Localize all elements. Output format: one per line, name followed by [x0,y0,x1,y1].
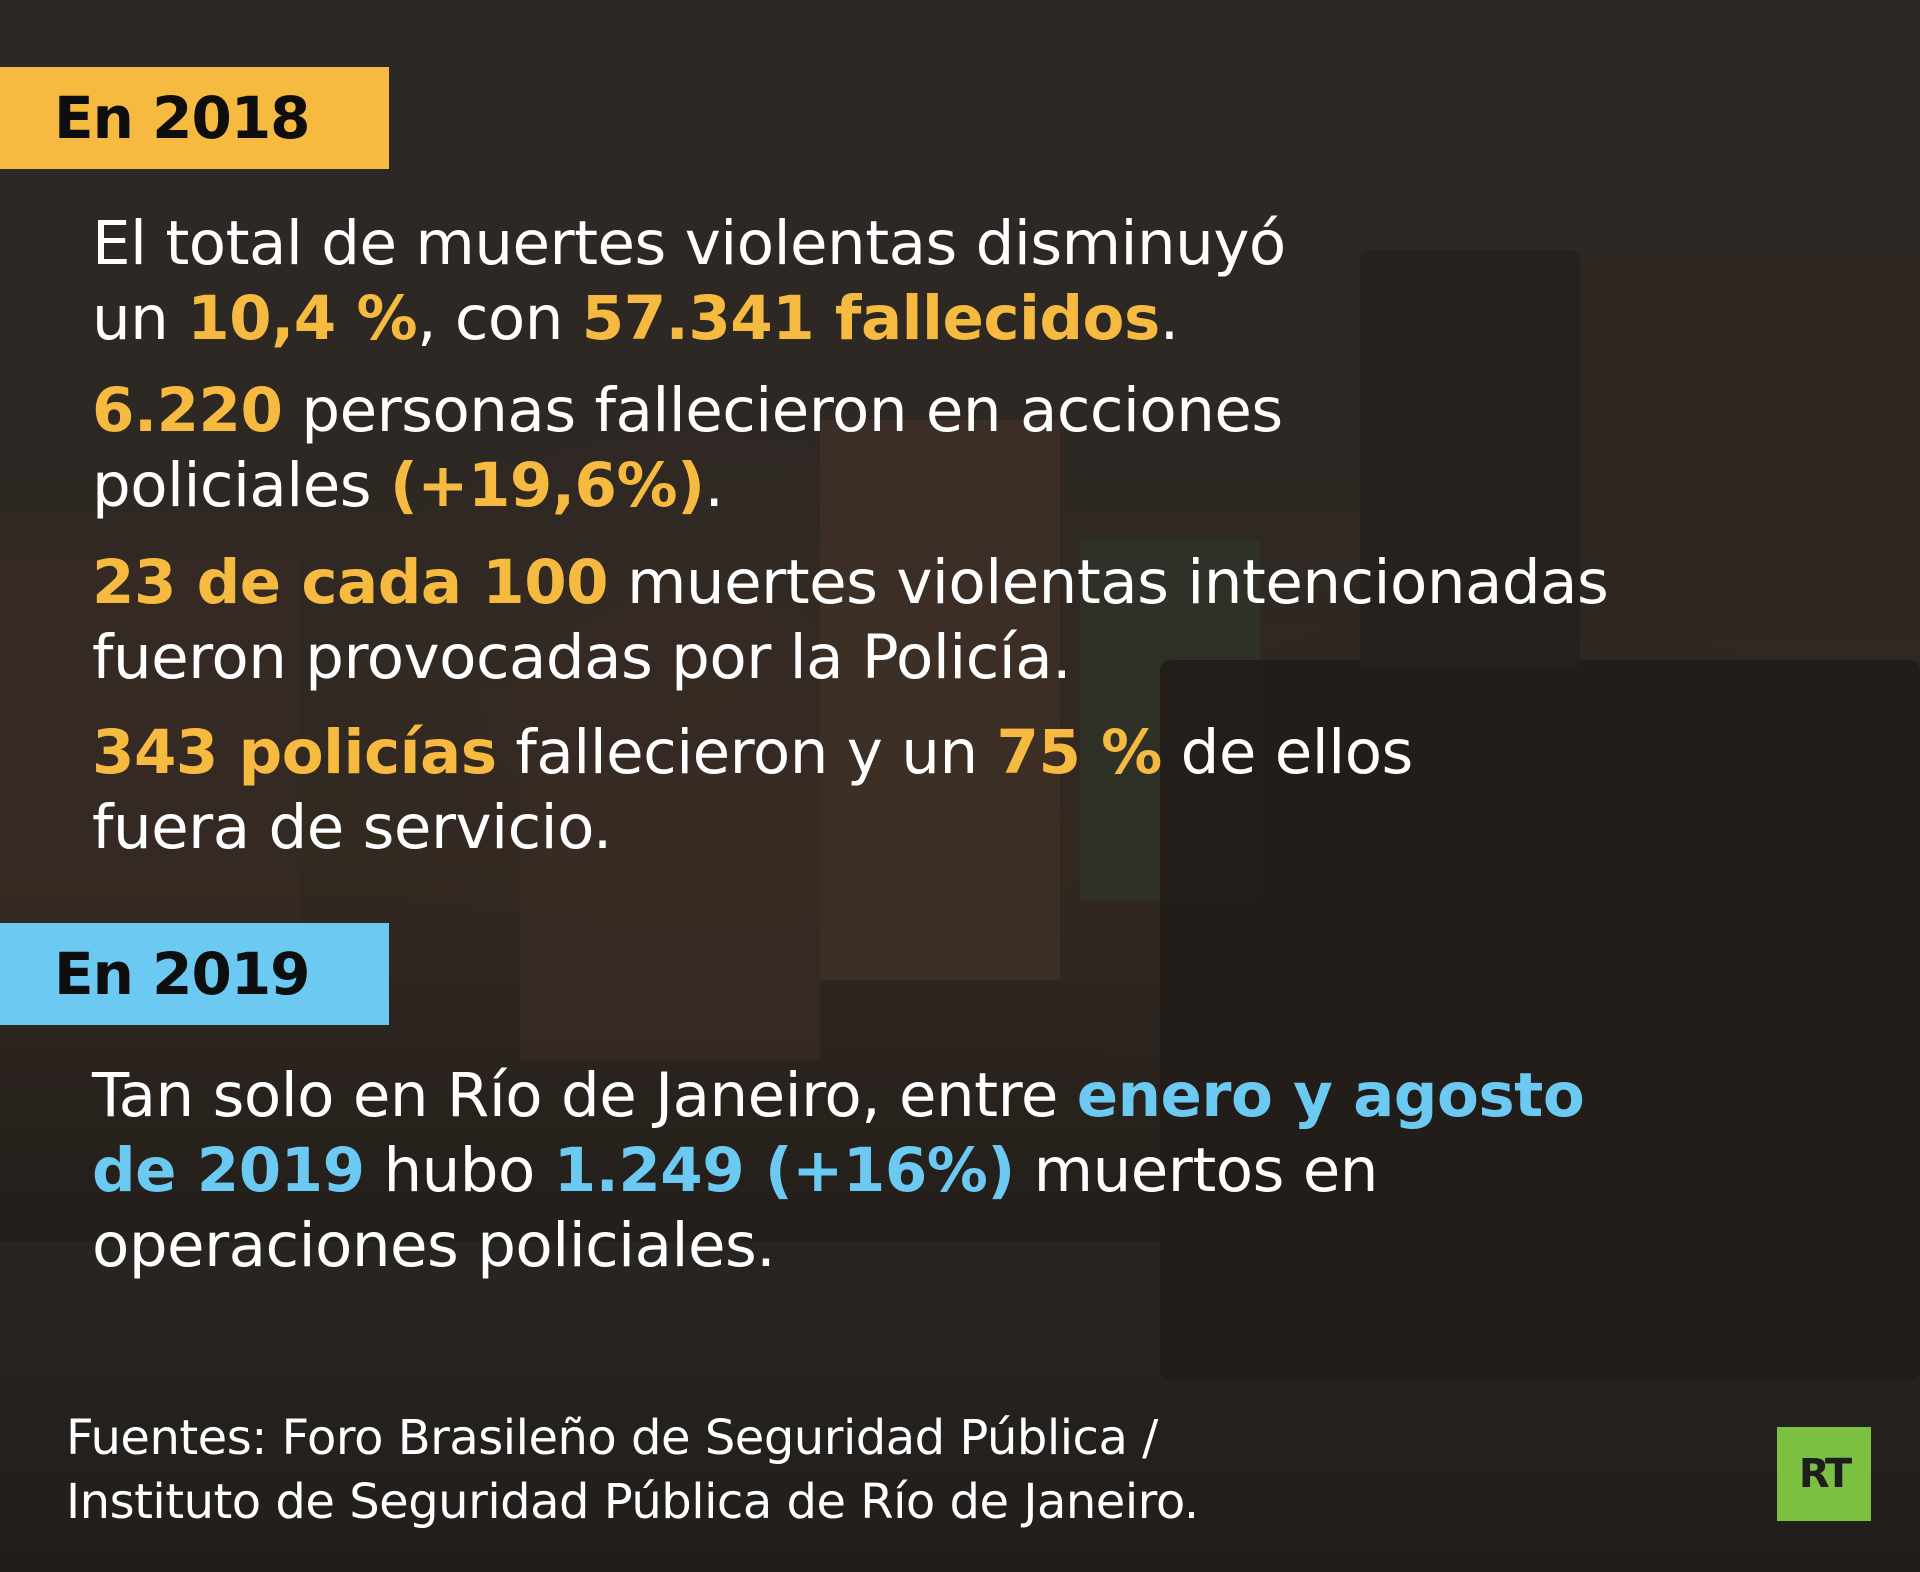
text: operaciones policiales. [92,1210,776,1281]
stat-police-actions: 6.220 personas fallecieron en acciones p… [92,373,1872,523]
year-tag-2019: En 2019 [0,923,389,1025]
text: , con [417,283,582,354]
highlight-deaths: 1.249 (+16%) [553,1135,1016,1206]
text: un [92,283,188,354]
highlight-percent: 10,4 % [187,283,418,354]
sources-line: Fuentes: Foro Brasileño de Seguridad Púb… [66,1410,1158,1466]
text: de ellos [1161,717,1414,788]
text: muertos en [1014,1135,1379,1206]
text: fuera de servicio. [92,792,612,863]
sources-caption: Fuentes: Foro Brasileño de Seguridad Púb… [66,1406,1199,1534]
highlight-period: enero y agosto [1076,1060,1585,1131]
text: muertes violentas intencionadas [608,547,1609,618]
highlight-ratio: 23 de cada 100 [92,547,609,618]
text: Tan solo en Río de Janeiro, entre [92,1060,1077,1131]
text: personas fallecieron en acciones [282,375,1283,446]
stat-police-ratio: 23 de cada 100 muertes violentas intenci… [92,545,1872,695]
year-tag-2018: En 2018 [0,67,389,169]
highlight-percent: 75 % [996,717,1163,788]
stat-rio-2019: Tan solo en Río de Janeiro, entre enero … [92,1058,1872,1283]
highlight-deaths: 57.341 fallecidos [581,283,1160,354]
stat-police-officers: 343 policías fallecieron y un 75 % de el… [92,715,1872,865]
logo-text: RT [1798,1451,1852,1497]
highlight-period: de 2019 [92,1135,365,1206]
text: policiales [92,450,390,521]
text: fallecieron y un [496,717,997,788]
highlight-number: 6.220 [92,375,283,446]
text: . [1159,283,1179,354]
sources-line: Instituto de Seguridad Pública de Río de… [66,1474,1199,1530]
rt-logo: RT [1777,1427,1871,1521]
highlight-officers: 343 policías [92,717,497,788]
text: hubo [364,1135,554,1206]
text: El total de muertes violentas disminuyó [92,208,1286,279]
text: fueron provocadas por la Policía. [92,622,1071,693]
highlight-percent: (+19,6%) [389,450,705,521]
stat-total-deaths: El total de muertes violentas disminuyó … [92,206,1872,356]
text: . [704,450,724,521]
